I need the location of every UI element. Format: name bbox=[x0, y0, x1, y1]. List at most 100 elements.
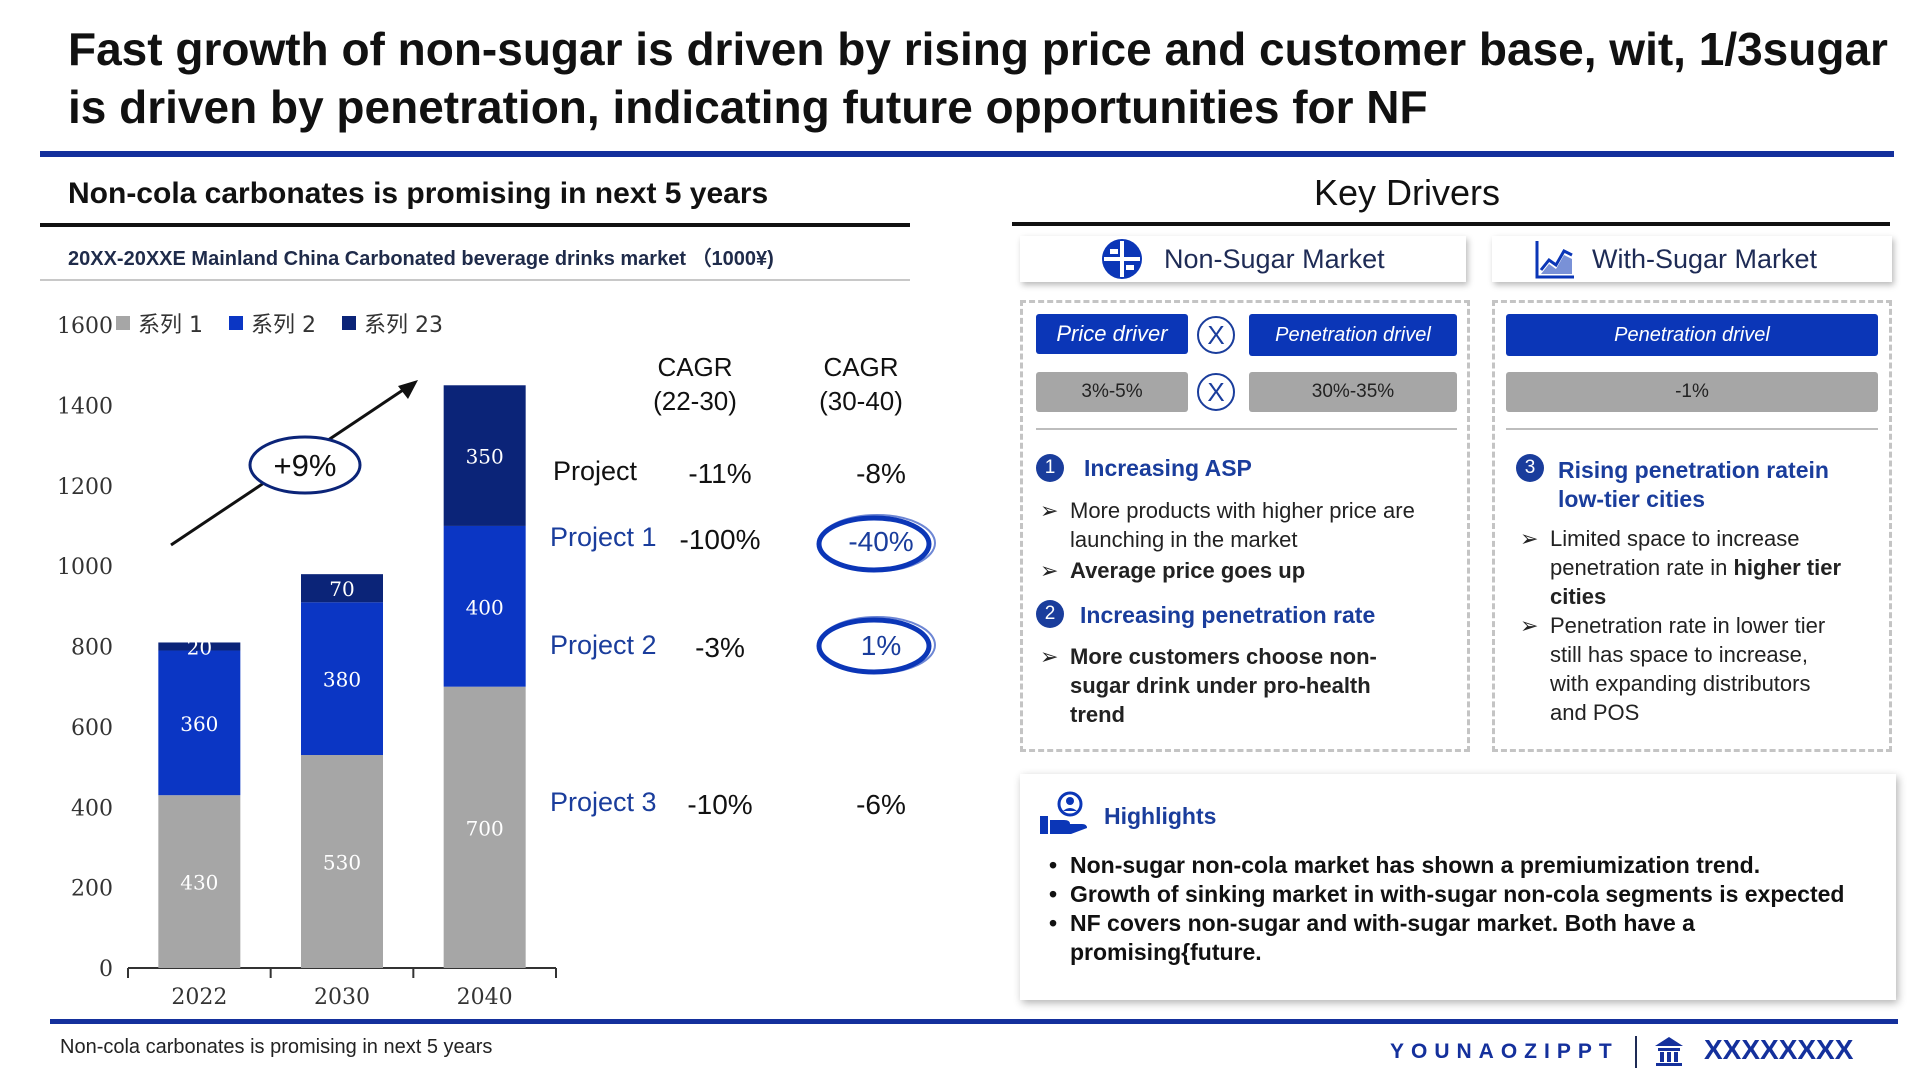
y-tick-label: 1600 bbox=[57, 314, 113, 339]
title-divider bbox=[40, 151, 1894, 157]
bar-2022-series-1 bbox=[158, 795, 241, 968]
with-sugar-penetration-pill: Penetration drivel bbox=[1506, 314, 1878, 356]
chart-legend: 系列 1 系列 2 系列 23 bbox=[116, 307, 443, 339]
data-label-2030-series-1: 530 bbox=[323, 851, 361, 875]
legend-item-series-1: 系列 1 bbox=[116, 307, 203, 339]
driver-3-bullet-2: ➢ Penetration rate in lower tier still ha… bbox=[1520, 613, 1826, 725]
data-label-2030-series-3: 70 bbox=[329, 577, 354, 601]
chart-subtitle: 20XX-20XXE Mainland China Carbonated bev… bbox=[68, 248, 774, 270]
price-range-pill: 3%-5% bbox=[1036, 372, 1188, 412]
with-sugar-divider bbox=[1506, 428, 1878, 430]
data-label-2040-series-3: 350 bbox=[466, 445, 504, 469]
project-2-highlight-ring bbox=[816, 616, 936, 675]
legend-item-series-2: 系列 2 bbox=[229, 307, 316, 339]
highlight-item-2: • Growth of sinking market in with-sugar … bbox=[1048, 881, 1845, 907]
project-3-cagr-1: -10% bbox=[687, 789, 753, 820]
highlight-item-3: • NF covers non-sugar and with-sugar mark… bbox=[1048, 910, 1695, 965]
project-2-label: Project 2 bbox=[550, 630, 657, 660]
driver-number-1: 1 bbox=[1036, 454, 1064, 482]
with-sugar-market-header: With-Sugar Market bbox=[1492, 236, 1892, 282]
data-label-2022-series-1: 430 bbox=[180, 871, 218, 895]
y-tick-label: 1400 bbox=[57, 394, 113, 419]
driver-1-bullet-1: ➢ More products with higher price are lau… bbox=[1040, 498, 1415, 552]
driver-3-bullet-1: ➢ Limited space to increase penetration r… bbox=[1520, 526, 1842, 609]
non-sugar-panel bbox=[1020, 300, 1470, 752]
price-driver-pill: Price driver bbox=[1036, 314, 1188, 354]
project-1-cagr-2: -40% bbox=[848, 526, 914, 557]
bar-2022-series-2 bbox=[158, 650, 241, 796]
line-chart-icon bbox=[1534, 238, 1576, 280]
left-section-underline bbox=[40, 223, 910, 227]
penetration-range-pill: 30%-35% bbox=[1249, 372, 1457, 412]
project-1-label: Project 1 bbox=[550, 522, 657, 552]
x-tick-label: 2022 bbox=[171, 985, 227, 1010]
brand-logo-icon bbox=[1651, 1034, 1687, 1073]
hand-with-person-icon bbox=[1038, 790, 1090, 843]
project-3-cagr-2: -6% bbox=[856, 789, 906, 820]
driver-2-title: Increasing penetration rate bbox=[1080, 602, 1376, 628]
growth-label: +9% bbox=[274, 448, 337, 483]
with-sugar-penetration-value: -1% bbox=[1506, 372, 1878, 412]
driver-number-3: 3 bbox=[1516, 454, 1544, 482]
driver-2-bullet-1: ➢ More customers choose non-sugar drink u… bbox=[1040, 644, 1377, 727]
project-label: Project bbox=[553, 456, 638, 486]
y-tick-label: 1000 bbox=[57, 555, 113, 580]
y-tick-label: 800 bbox=[71, 636, 113, 661]
bar-2040-series-2 bbox=[443, 525, 526, 687]
non-sugar-market-header: Non-Sugar Market bbox=[1020, 236, 1466, 282]
cagr-header-30-40: CAGR (30-40) bbox=[819, 352, 903, 416]
project-cagr-1: -11% bbox=[688, 458, 752, 489]
bar-2040-series-1 bbox=[443, 686, 526, 968]
with-sugar-market-title: With-Sugar Market bbox=[1592, 243, 1818, 274]
key-drivers-title: Key Drivers bbox=[1313, 172, 1501, 213]
project-1-cagr-1: -100% bbox=[679, 524, 761, 555]
x-tick-label: 2030 bbox=[314, 985, 370, 1010]
driver-number-2: 2 bbox=[1036, 600, 1064, 628]
highlights-title: Highlights bbox=[1104, 803, 1217, 829]
y-tick-label: 400 bbox=[71, 796, 113, 821]
growth-arrow-head bbox=[398, 380, 418, 399]
driver-1-bullet-2: ➢ Average price goes up bbox=[1040, 558, 1306, 583]
footer-divider bbox=[50, 1019, 1898, 1024]
project-2-cagr-1: -3% bbox=[695, 632, 745, 663]
globe-icon bbox=[1100, 237, 1144, 281]
data-label-2022-series-2: 360 bbox=[180, 712, 218, 736]
highlights-box bbox=[1020, 774, 1896, 1000]
data-label-2040-series-1: 700 bbox=[466, 816, 504, 840]
footer-note: Non-cola carbonates is promising in next… bbox=[60, 1036, 493, 1058]
data-label-2030-series-2: 380 bbox=[323, 668, 361, 692]
penetration-driver-pill: Penetration drivel bbox=[1249, 314, 1457, 356]
y-tick-label: 600 bbox=[71, 716, 113, 741]
bar-2030-series-3 bbox=[301, 574, 383, 603]
non-sugar-market-title: Non-Sugar Market bbox=[1164, 243, 1385, 274]
key-drivers-underline bbox=[1012, 222, 1890, 226]
left-section-title: Non-cola carbonates is promising in next… bbox=[68, 177, 769, 210]
y-tick-label: 0 bbox=[99, 957, 113, 982]
project-2-cagr-2: 1% bbox=[860, 630, 902, 661]
with-sugar-panel bbox=[1492, 300, 1892, 752]
highlight-item-1: • Non-sugar non-cola market has shown a p… bbox=[1048, 852, 1761, 878]
bar-2030-series-2 bbox=[301, 602, 383, 756]
brand-name: YOUNAOZIPPT bbox=[1390, 1040, 1619, 1063]
brand-secondary: XXXXXXXX bbox=[1704, 1034, 1854, 1065]
bar-2040-series-3 bbox=[443, 385, 526, 526]
bar-2022-series-3 bbox=[158, 642, 241, 651]
y-tick-label: 200 bbox=[71, 877, 113, 902]
brand-separator bbox=[1635, 1036, 1637, 1068]
page-title: Fast growth of non-sugar is driven by ri… bbox=[68, 23, 1888, 133]
multiply-icon: X bbox=[1197, 316, 1235, 354]
driver-1-title: Increasing ASP bbox=[1084, 455, 1252, 481]
project-3-label: Project 3 bbox=[550, 787, 657, 817]
data-label-2022-series-3: 20 bbox=[187, 636, 212, 660]
growth-oval bbox=[248, 435, 362, 495]
legend-item-series-23: 系列 23 bbox=[342, 307, 443, 339]
cagr-header-22-30: CAGR (22-30) bbox=[653, 352, 737, 416]
multiply-icon-2: X bbox=[1197, 373, 1235, 411]
data-label-2040-series-2: 400 bbox=[466, 595, 504, 619]
driver-3-title: Rising penetration ratein low-tier citie… bbox=[1558, 457, 1829, 512]
project-cagr-2: -8% bbox=[856, 458, 906, 489]
chart-subtitle-divider bbox=[40, 279, 910, 281]
non-sugar-divider bbox=[1036, 428, 1457, 430]
y-tick-label: 1200 bbox=[57, 475, 113, 500]
